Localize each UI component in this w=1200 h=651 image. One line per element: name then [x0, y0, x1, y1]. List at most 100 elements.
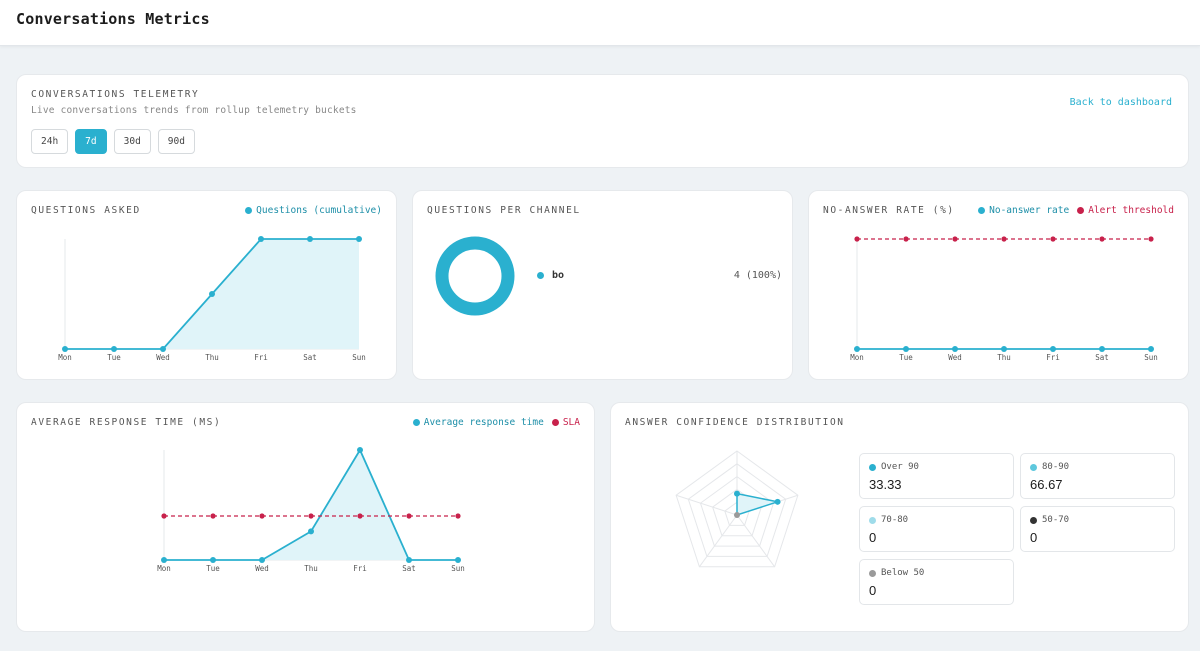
data-point [903, 346, 909, 352]
answer-confidence-card: ANSWER CONFIDENCE DISTRIBUTION Over 90 3… [610, 402, 1189, 632]
legend-label: Alert threshold [1088, 205, 1174, 216]
questions-asked-card: QUESTIONS ASKED Questions (cumulative) M… [16, 190, 397, 380]
bucket-swatch [1030, 463, 1037, 471]
threshold-point [1148, 236, 1154, 242]
x-tick-label: Mon [850, 353, 864, 362]
questions-asked-legend: Questions (cumulative) [245, 205, 382, 216]
range-button-24h[interactable]: 24h [31, 129, 69, 154]
x-tick-label: Wed [948, 353, 962, 362]
data-point [111, 346, 117, 352]
x-tick-label: Tue [107, 353, 121, 362]
bucket-value: 0 [1030, 530, 1038, 545]
data-point [62, 346, 68, 352]
range-button-30d[interactable]: 30d [113, 129, 151, 154]
radar-point [774, 498, 781, 505]
data-point [161, 557, 167, 563]
data-point [952, 346, 958, 352]
bucket-value: 0 [869, 530, 877, 545]
radar-axis [698, 514, 738, 568]
legend-item-avg-response: Average response time [412, 417, 544, 428]
data-point [356, 236, 362, 242]
x-tick-label: Mon [157, 564, 171, 573]
data-point [1148, 346, 1154, 352]
bucket-label: 80-90 [1042, 462, 1070, 472]
bucket-label: Over 90 [881, 462, 919, 472]
no-answer-rate-chart: Mon Tue Wed Thu Fri Sat Sun [850, 236, 1158, 362]
x-tick-label: Thu [997, 353, 1011, 362]
x-tick-label: Tue [206, 564, 220, 573]
bucket-label: Below 50 [881, 568, 925, 578]
data-point [1001, 346, 1007, 352]
data-point [1050, 346, 1056, 352]
data-point [1099, 346, 1105, 352]
channel-row: bo 4 (100%) [537, 270, 782, 281]
donut-slice [435, 236, 515, 316]
avg-response-time-chart: Mon Tue Wed Thu Fri Sat Sun [157, 447, 465, 573]
legend-swatch [1077, 207, 1085, 214]
radar-grid-ring [687, 463, 787, 557]
legend-swatch [978, 207, 986, 214]
avg-response-time-title: AVERAGE RESPONSE TIME (MS) [31, 417, 222, 428]
legend-item-no-answer: No-answer rate [978, 205, 1069, 216]
range-button-90d[interactable]: 90d [157, 129, 195, 154]
x-tick-label: Sun [352, 353, 366, 362]
questions-per-channel-title: QUESTIONS PER CHANNEL [427, 205, 581, 216]
threshold-point [308, 513, 314, 519]
x-tick-label: Sat [303, 353, 317, 362]
top-bar: Conversations Metrics [0, 0, 1200, 46]
bucket-label: 70-80 [881, 515, 909, 525]
radar-axis [736, 514, 776, 568]
confidence-radar-chart [675, 450, 799, 568]
legend-label: SLA [562, 417, 580, 428]
no-answer-rate-legend: No-answer rate Alert threshold [978, 205, 1174, 216]
x-tick-label: Fri [254, 353, 268, 362]
radar-axis [675, 494, 738, 516]
x-tick-label: Thu [205, 353, 219, 362]
confidence-bucket-over-90: Over 90 33.33 [859, 453, 1014, 499]
channel-name: bo [552, 270, 565, 281]
telemetry-title: CONVERSATIONS TELEMETRY [31, 89, 200, 100]
bucket-swatch [869, 463, 876, 471]
legend-item-questions: Questions (cumulative) [245, 205, 382, 216]
bucket-label: 50-70 [1042, 515, 1070, 525]
legend-label: No-answer rate [989, 205, 1070, 216]
threshold-point [455, 513, 461, 519]
x-tick-label: Sun [451, 564, 465, 573]
confidence-bucket-below-50: Below 50 0 [859, 559, 1014, 605]
x-tick-label: Thu [304, 564, 318, 573]
channel-value: 4 (100%) [733, 270, 782, 281]
range-button-7d[interactable]: 7d [75, 129, 107, 154]
threshold-point [259, 513, 265, 519]
threshold-point [161, 513, 167, 519]
bucket-value: 33.33 [869, 477, 902, 492]
x-tick-label: Mon [58, 353, 72, 362]
x-tick-label: Sat [402, 564, 416, 573]
x-tick-label: Sat [1095, 353, 1109, 362]
telemetry-header-card: CONVERSATIONS TELEMETRY Live conversatio… [16, 74, 1189, 168]
x-tick-label: Wed [156, 353, 170, 362]
threshold-point [406, 513, 412, 519]
threshold-point [854, 236, 860, 242]
threshold-point [952, 236, 958, 242]
x-tick-label: Fri [353, 564, 367, 573]
data-point [258, 236, 264, 242]
data-point [854, 346, 860, 352]
data-point [357, 447, 363, 453]
answer-confidence-title: ANSWER CONFIDENCE DISTRIBUTION [625, 417, 845, 428]
page-title: Conversations Metrics [16, 10, 210, 28]
bucket-swatch [1030, 516, 1037, 524]
confidence-bucket-80-90: 80-90 66.67 [1020, 453, 1175, 499]
legend-label: Questions (cumulative) [256, 205, 382, 216]
data-point [406, 557, 412, 563]
channel-donut-chart [435, 236, 515, 316]
data-point [160, 346, 166, 352]
data-point [307, 236, 313, 242]
telemetry-subtitle: Live conversations trends from rollup te… [31, 105, 357, 116]
range-selector: 24h 7d 30d 90d [31, 129, 195, 154]
bucket-swatch [869, 516, 876, 524]
back-to-dashboard-link[interactable]: Back to dashboard [1069, 97, 1172, 108]
radar-point [734, 490, 740, 497]
legend-item-sla: SLA [551, 417, 580, 428]
radar-grid-ring [699, 475, 775, 547]
data-point [455, 557, 461, 563]
